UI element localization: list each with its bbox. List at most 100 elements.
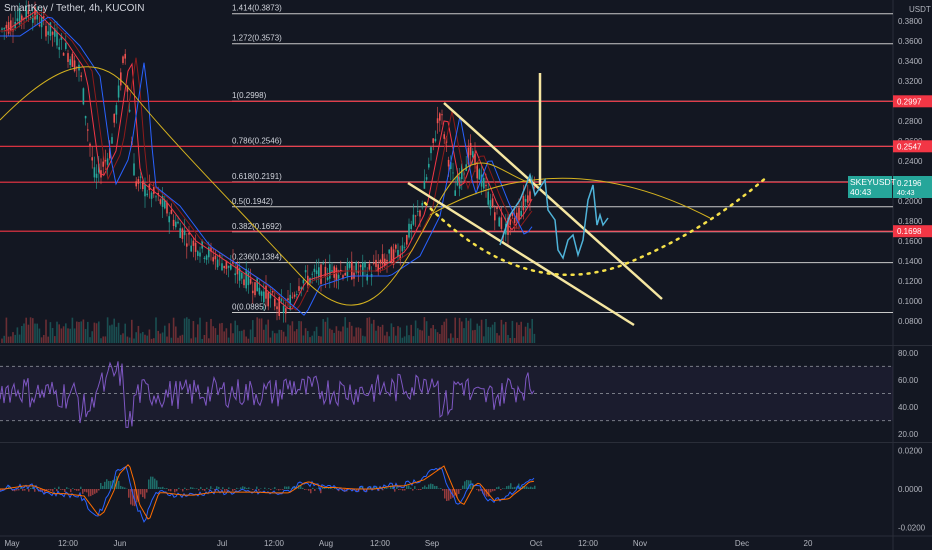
volume-bar [346, 327, 349, 343]
macd-hist-bar [432, 484, 434, 489]
volume-bar [285, 336, 287, 343]
macd-hist-bar [394, 489, 396, 492]
macd-hist-bar [412, 489, 414, 491]
volume-bar [40, 337, 43, 343]
macd-pane-separator[interactable] [0, 442, 932, 443]
volume-bar [487, 326, 489, 343]
volume-bar [384, 335, 386, 343]
volume-bar [507, 334, 509, 343]
candle-body [256, 277, 258, 292]
macd-hist-bar [534, 485, 536, 489]
rsi-pane-separator[interactable] [0, 345, 932, 346]
macd-hist-bar [206, 487, 208, 489]
volume-bar [403, 336, 406, 343]
volume-bar [197, 324, 199, 343]
candle-body [47, 31, 49, 35]
candle-body [67, 53, 69, 62]
macd-hist-bar [396, 486, 398, 489]
macd-hist-bar [94, 489, 96, 494]
candle-body [201, 240, 203, 249]
volume-bar [5, 317, 8, 343]
candle-body [139, 176, 142, 178]
candle-body [210, 247, 212, 252]
volume-bar [139, 333, 142, 343]
macd-hist-bar [96, 489, 98, 493]
candle-body [357, 270, 360, 273]
volume-bar [474, 329, 476, 343]
volume-bar [23, 323, 25, 343]
candle-body [386, 259, 388, 262]
volume-bar [432, 325, 434, 343]
macd-hist-bar [374, 486, 376, 489]
volume-bar [344, 317, 346, 343]
candle-body [362, 262, 364, 276]
candle-body [223, 265, 225, 269]
volume-bar [498, 335, 500, 343]
macd-hist-bar [166, 488, 168, 489]
volume-bar [164, 325, 166, 343]
volume-bar [186, 317, 188, 343]
volume-bar [494, 322, 496, 343]
volume-bar [443, 321, 445, 343]
macd-hist-bar [154, 478, 156, 489]
macd-hist-bar [210, 486, 212, 489]
candle-body [454, 190, 456, 196]
candle-body [366, 274, 368, 281]
volume-bar [447, 338, 450, 343]
macd-hist-bar [90, 489, 92, 497]
macd-hist-bar [16, 489, 18, 491]
candle-body [373, 263, 375, 264]
volume-bar [461, 321, 463, 343]
macd-hist-bar [80, 486, 82, 489]
volume-bar [467, 320, 470, 343]
candle-body [34, 6, 36, 20]
macd-line [0, 465, 535, 523]
volume-bar [155, 317, 157, 343]
volume-bar [254, 337, 256, 343]
price-tick-label: 0.2800 [898, 117, 923, 126]
candle-body [302, 279, 305, 284]
volume-bar [276, 333, 278, 343]
volume-bar [113, 318, 115, 343]
macd-hist-bar [222, 487, 224, 489]
candle-body [377, 264, 379, 272]
candle-body [43, 16, 45, 18]
candle-body [487, 191, 489, 205]
candle-body [322, 263, 324, 265]
volume-bar [351, 325, 353, 343]
macd-hist-bar [456, 489, 458, 498]
volume-bar [315, 326, 318, 343]
macd-hist-bar [186, 489, 188, 491]
candle-body [509, 214, 511, 225]
volume-bar [439, 333, 441, 343]
candle-body [318, 267, 320, 277]
volume-bar [25, 317, 27, 343]
candle-body [425, 177, 428, 180]
candle-body [326, 277, 329, 280]
macd-hist-bar [176, 489, 178, 492]
volume-bar [513, 338, 516, 343]
volume-bar [337, 330, 340, 343]
volume-bar [381, 324, 384, 343]
macd-hist-bar [304, 489, 306, 491]
candle-body [485, 184, 487, 187]
volume-bar [516, 322, 518, 343]
macd-hist-bar [486, 489, 488, 497]
macd-hist-bar [526, 486, 528, 489]
price-tick-label: 0.1400 [898, 257, 923, 266]
candle-body [150, 192, 153, 199]
price-tick-label: 0.3800 [898, 17, 923, 26]
volume-bar [342, 326, 344, 343]
macd-hist-bar [234, 489, 236, 491]
macd-hist-bar [252, 489, 254, 491]
currency-label: USDT [909, 5, 931, 14]
macd-hist-bar [20, 486, 22, 489]
volume-bar [434, 329, 437, 343]
volume-bar [518, 324, 520, 343]
candle-body [498, 217, 500, 227]
macd-hist-bar [426, 487, 428, 489]
rsi-tick-label: 60.00 [898, 376, 919, 385]
time-tick-label: Sep [425, 539, 440, 548]
